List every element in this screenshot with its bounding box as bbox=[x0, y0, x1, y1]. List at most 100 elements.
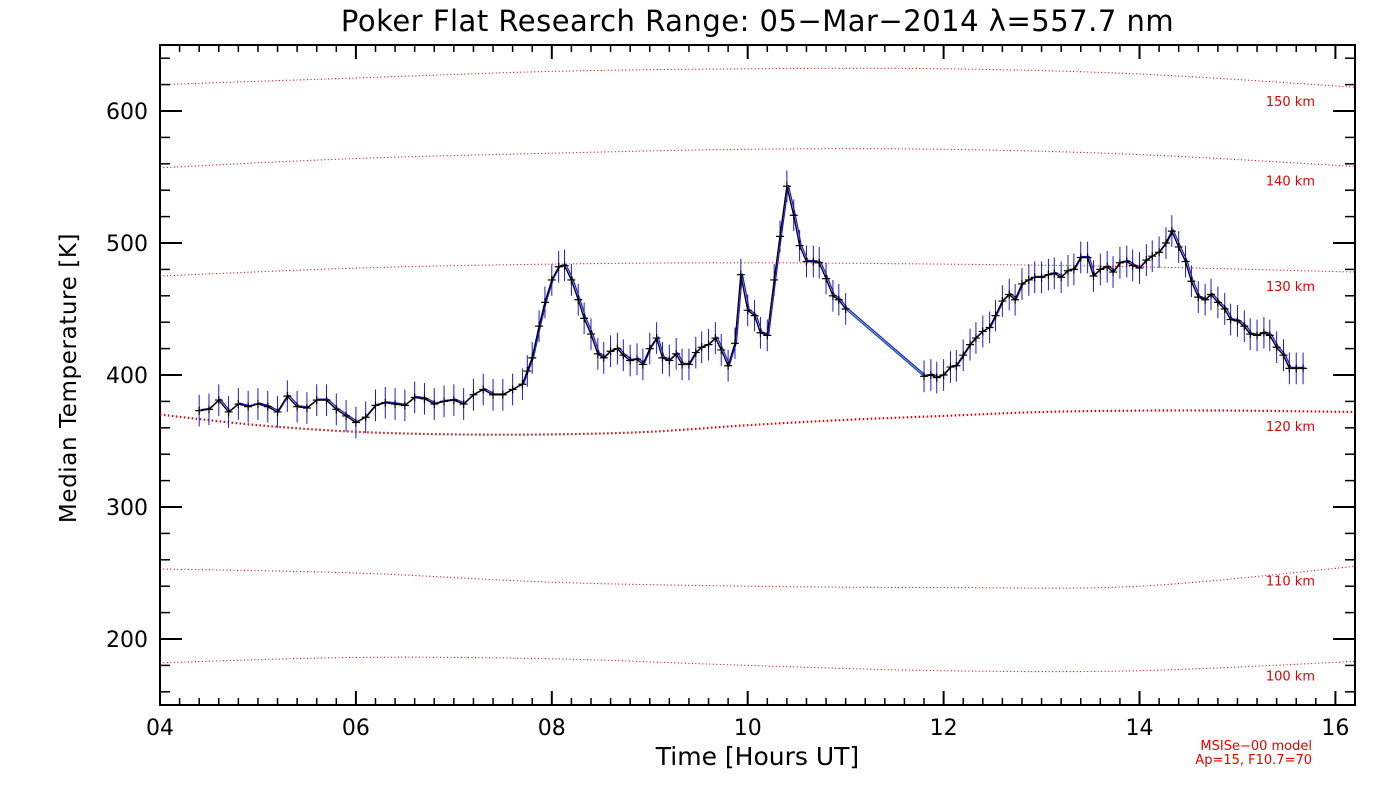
model-curve-120km bbox=[159, 409, 1356, 436]
model-params: Ap=15, F10.7=70 bbox=[1195, 753, 1312, 768]
data-point bbox=[743, 306, 752, 315]
data-point bbox=[633, 355, 642, 364]
data-point bbox=[678, 360, 687, 369]
data-point bbox=[1069, 265, 1078, 274]
data-point bbox=[776, 232, 785, 241]
data-point bbox=[322, 396, 331, 405]
data-point bbox=[580, 314, 589, 323]
data-point bbox=[1109, 268, 1118, 277]
data-point bbox=[508, 385, 517, 394]
data-point bbox=[361, 413, 370, 422]
data-point bbox=[293, 402, 302, 411]
data-point bbox=[430, 400, 439, 409]
data-point bbox=[1017, 279, 1026, 288]
data-point bbox=[214, 396, 223, 405]
data-point bbox=[684, 360, 693, 369]
data-point bbox=[932, 373, 941, 382]
data-point bbox=[841, 305, 850, 313]
data-point bbox=[828, 291, 837, 300]
series-line bbox=[199, 186, 1304, 424]
data-point bbox=[1253, 331, 1262, 340]
data-point bbox=[1083, 253, 1092, 262]
data-point bbox=[1220, 305, 1229, 313]
data-point bbox=[1201, 295, 1210, 304]
data-point bbox=[1207, 290, 1216, 299]
data-point bbox=[1272, 343, 1281, 352]
data-point bbox=[691, 348, 700, 357]
data-point bbox=[1030, 273, 1039, 282]
model-curve-label: 110 km bbox=[1266, 574, 1315, 589]
data-point bbox=[991, 311, 1000, 320]
data-point bbox=[711, 334, 720, 343]
x-tick-label: 10 bbox=[734, 716, 762, 741]
data-point bbox=[1181, 257, 1190, 266]
model-curve-150km bbox=[159, 67, 1356, 88]
data-point bbox=[273, 407, 282, 416]
data-point bbox=[985, 323, 994, 332]
data-point bbox=[665, 356, 674, 365]
data-point bbox=[1259, 328, 1268, 337]
data-point bbox=[1213, 298, 1222, 307]
data-point bbox=[1024, 275, 1033, 284]
data-point bbox=[283, 392, 292, 401]
data-point bbox=[815, 258, 824, 267]
data-point bbox=[312, 396, 321, 405]
data-point bbox=[606, 347, 615, 356]
data-point bbox=[1005, 290, 1014, 299]
model-curves: 100 km 110 km 120 km 130 km 140 km 150 km bbox=[159, 67, 1356, 684]
data-point bbox=[1299, 364, 1308, 373]
data-point bbox=[459, 400, 468, 409]
y-tick-label: 400 bbox=[106, 364, 148, 389]
data-point bbox=[498, 390, 507, 399]
data-point bbox=[253, 400, 262, 409]
model-curve-label: 150 km bbox=[1266, 95, 1315, 110]
data-point bbox=[809, 257, 818, 266]
data-point bbox=[574, 295, 583, 304]
data-point bbox=[535, 322, 544, 331]
model-curve-110km bbox=[159, 565, 1356, 589]
data-point bbox=[946, 363, 955, 372]
data-point bbox=[978, 327, 987, 336]
data-point bbox=[523, 367, 532, 376]
data-point bbox=[1265, 331, 1274, 340]
x-tick-label: 14 bbox=[1126, 716, 1154, 741]
data-point bbox=[1142, 256, 1151, 265]
data-point bbox=[351, 418, 360, 427]
data-point bbox=[547, 275, 556, 284]
data-point bbox=[998, 297, 1007, 306]
data-point bbox=[420, 394, 429, 403]
data-point bbox=[966, 340, 975, 349]
plot-frame bbox=[159, 44, 1356, 706]
data-point bbox=[1155, 248, 1164, 257]
data-point bbox=[1011, 295, 1020, 304]
data-point bbox=[391, 400, 400, 409]
axes: 04 06 08 10 12 14 16 200 300 400 500 600 bbox=[106, 45, 1356, 741]
data-point bbox=[1050, 269, 1059, 278]
data-point bbox=[1233, 316, 1242, 325]
data-point bbox=[802, 257, 811, 266]
data-point bbox=[750, 311, 759, 320]
model-curve-label: 130 km bbox=[1266, 280, 1315, 295]
x-tick-label: 08 bbox=[538, 716, 566, 741]
data-point bbox=[1148, 252, 1157, 261]
data-point bbox=[195, 406, 204, 415]
data-point bbox=[638, 360, 647, 369]
data-point bbox=[763, 331, 772, 340]
series-trace-blue bbox=[200, 185, 1305, 423]
data-point bbox=[1174, 242, 1183, 251]
data-point bbox=[619, 351, 628, 360]
data-point bbox=[469, 390, 478, 399]
y-tick-label: 300 bbox=[106, 496, 148, 521]
data-point bbox=[1064, 266, 1072, 275]
data-point bbox=[1187, 277, 1196, 286]
data-point bbox=[1057, 273, 1066, 282]
data-point bbox=[730, 339, 739, 348]
data-point bbox=[770, 275, 779, 284]
data-point bbox=[724, 361, 733, 370]
data-point bbox=[1161, 239, 1170, 247]
data-point bbox=[658, 353, 667, 362]
error-bars bbox=[198, 170, 1304, 439]
data-point bbox=[1037, 273, 1046, 282]
data-point bbox=[1167, 227, 1176, 236]
model-curve-label: 100 km bbox=[1266, 669, 1315, 684]
